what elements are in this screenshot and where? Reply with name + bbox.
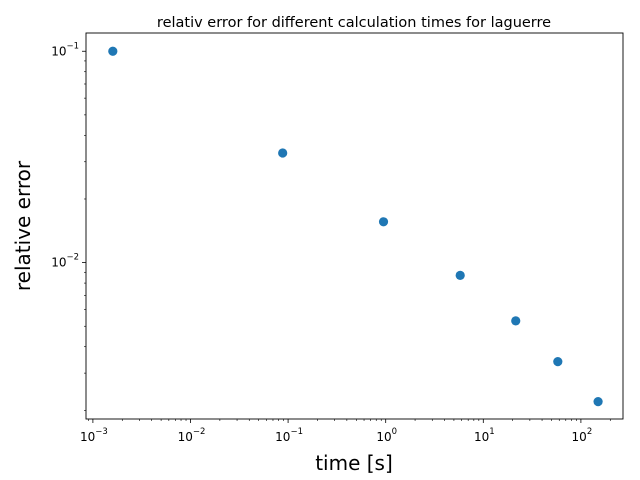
data-point — [553, 357, 563, 367]
chart-title: relativ error for different calculation … — [157, 15, 551, 31]
y-tick-label: 10−2 — [51, 253, 79, 270]
axis-ticks: 10−3 10−2 10−1 100 101 102 10−1 10−2 — [51, 41, 611, 444]
data-point — [378, 217, 389, 227]
x-tick-label: 10−3 — [80, 427, 108, 444]
data-point — [278, 148, 288, 158]
x-tick-label: 100 — [376, 427, 397, 444]
data-points — [108, 46, 603, 407]
y-axis-label: relative error — [11, 160, 35, 291]
data-point — [455, 270, 465, 280]
data-point — [511, 316, 521, 326]
plot-frame — [85, 32, 624, 420]
x-tick-label: 102 — [572, 427, 593, 444]
y-tick-label: 10−1 — [51, 41, 79, 58]
data-point — [108, 46, 118, 56]
x-axis-label: time [s] — [315, 451, 393, 475]
x-tick-label: 10−2 — [178, 427, 206, 444]
x-tick-label: 10−1 — [275, 427, 303, 444]
data-point — [593, 396, 603, 407]
x-tick-label: 101 — [474, 427, 495, 444]
